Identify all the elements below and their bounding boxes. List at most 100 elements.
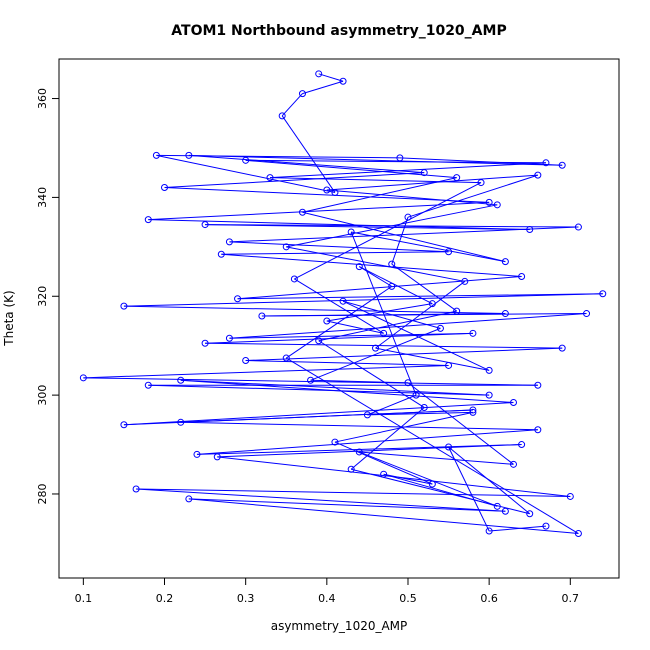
data-point: [298, 208, 306, 216]
data-point: [485, 527, 493, 535]
data-point: [234, 295, 242, 303]
series-segment: [286, 246, 465, 282]
data-point: [404, 379, 412, 387]
x-axis: 0.1 0.2 0.3 0.4 0.5 0.6 0.7: [75, 577, 579, 605]
series-segment: [326, 189, 498, 206]
data-point: [599, 290, 607, 298]
series-segment: [326, 320, 384, 334]
data-point: [177, 418, 185, 426]
series-segment: [136, 488, 571, 497]
series-segment: [180, 421, 538, 431]
data-point: [323, 317, 331, 325]
series-segment: [229, 226, 579, 243]
series-segment: [148, 219, 530, 231]
series-segment: [164, 172, 425, 189]
data-point: [428, 480, 436, 488]
data-point: [501, 310, 509, 318]
series-segment: [123, 402, 514, 426]
data-point: [201, 221, 209, 229]
data-point: [380, 470, 388, 478]
data-point: [363, 411, 371, 419]
series-segment: [367, 411, 473, 416]
series-segment: [188, 498, 506, 512]
series-segment: [221, 251, 449, 255]
series-segment: [229, 313, 587, 339]
data-point: [185, 151, 193, 159]
series-segment: [407, 382, 514, 465]
data-point: [509, 460, 517, 468]
data-point: [323, 186, 331, 194]
data-point: [558, 344, 566, 352]
data-point: [574, 530, 582, 538]
data-point: [132, 485, 140, 493]
series-segment: [367, 394, 417, 416]
series-segment: [123, 305, 506, 315]
series-segment: [318, 73, 344, 82]
data-point: [225, 334, 233, 342]
data-point: [315, 70, 323, 78]
data-point: [152, 151, 160, 159]
series-segment: [221, 253, 522, 277]
data-point: [501, 258, 509, 266]
data-point: [372, 344, 380, 352]
data-point: [355, 263, 363, 271]
data-point: [120, 302, 128, 310]
series-segment: [123, 293, 603, 307]
data-point: [583, 310, 591, 318]
data-point: [453, 307, 461, 315]
data-point: [290, 275, 298, 283]
series-segment: [229, 241, 449, 253]
series-segment: [83, 377, 538, 386]
x-tick-label: 0.4: [318, 592, 336, 605]
x-tick-label: 0.1: [75, 592, 93, 605]
y-tick-label: 300: [36, 385, 49, 406]
series-segment: [407, 174, 538, 218]
data-point: [412, 391, 420, 399]
series-segment: [359, 266, 433, 305]
data-point: [501, 507, 509, 515]
data-point: [201, 339, 209, 347]
data-point: [445, 361, 453, 369]
data-point: [161, 184, 169, 192]
series-segment: [281, 93, 303, 117]
data-point: [469, 408, 477, 416]
data-point: [282, 354, 290, 362]
data-point: [534, 426, 542, 434]
x-axis-label: asymmetry_1020_AMP: [271, 619, 408, 633]
series-segment: [269, 162, 546, 179]
series-segment: [318, 340, 425, 408]
data-point: [534, 171, 542, 179]
data-point: [258, 312, 266, 320]
data-point: [315, 337, 323, 345]
series-segment: [375, 281, 466, 349]
series-segment: [217, 444, 522, 458]
x-tick-label: 0.2: [156, 592, 174, 605]
series-segment: [136, 488, 506, 512]
series-segment: [188, 154, 425, 174]
series-segment: [448, 446, 531, 515]
data-point: [485, 198, 493, 206]
series-segment: [350, 231, 417, 396]
data-point: [217, 250, 225, 258]
data-point: [436, 324, 444, 332]
series-segment: [318, 310, 457, 342]
data-point: [242, 357, 250, 365]
series-segment: [359, 451, 514, 465]
series-segment: [350, 407, 425, 470]
data-point: [307, 376, 315, 384]
series-segment: [245, 159, 546, 164]
series-segment: [326, 174, 538, 191]
series-segment: [310, 379, 408, 384]
series-segment: [294, 182, 482, 280]
data-point: [225, 238, 233, 246]
data-point: [566, 492, 574, 500]
data-point: [298, 90, 306, 98]
data-point: [518, 272, 526, 280]
data-point: [380, 329, 388, 337]
data-point: [485, 391, 493, 399]
series-segment: [148, 384, 490, 396]
data-point: [469, 329, 477, 337]
data-point: [404, 213, 412, 221]
data-point: [526, 226, 534, 234]
